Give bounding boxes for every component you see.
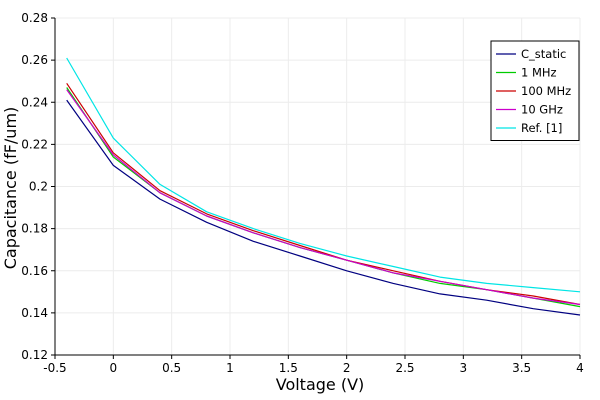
y-tick-label: 0.26 bbox=[21, 53, 48, 67]
y-tick-label: 0.22 bbox=[21, 137, 48, 151]
axes bbox=[51, 17, 581, 359]
x-tick-label: -0.5 bbox=[43, 361, 66, 375]
legend-label-ref-1: Ref. [1] bbox=[521, 121, 562, 135]
y-tick-label: 0.24 bbox=[21, 95, 48, 109]
y-tick-label: 0.18 bbox=[21, 222, 48, 236]
y-tick-label: 0.14 bbox=[21, 306, 48, 320]
series-line-ref-1 bbox=[66, 57, 581, 293]
x-tick-label: 1.5 bbox=[279, 361, 298, 375]
x-tick-label: 0 bbox=[110, 361, 118, 375]
legend-label-100-mhz: 100 MHz bbox=[521, 84, 571, 98]
x-tick-label: 3 bbox=[460, 361, 468, 375]
y-axis-title: Capacitance (fF/um) bbox=[1, 107, 20, 270]
x-axis-title: Voltage (V) bbox=[276, 375, 365, 394]
x-tick-label: 1 bbox=[226, 361, 234, 375]
legend-label-c-static: C_static bbox=[521, 47, 566, 61]
legend-label-10-ghz: 10 GHz bbox=[521, 103, 563, 117]
series-lines bbox=[66, 57, 581, 316]
x-tick-label: 0.5 bbox=[162, 361, 181, 375]
legend: C_static 1 MHz 100 MHz 10 GHz Ref. [1] bbox=[490, 40, 580, 141]
x-tick-label: 4 bbox=[576, 361, 584, 375]
y-tick-label: 0.12 bbox=[21, 348, 48, 362]
series-line-c-static bbox=[66, 99, 581, 316]
x-tick-label: 2.5 bbox=[395, 361, 414, 375]
series-line-10-ghz bbox=[66, 89, 581, 306]
x-tick-label: 2 bbox=[343, 361, 351, 375]
x-tick-label: 3.5 bbox=[512, 361, 531, 375]
legend-label-1-mhz: 1 MHz bbox=[521, 66, 557, 80]
y-tick-label: 0.16 bbox=[21, 264, 48, 278]
tick-labels: -0.5 0 0.5 1 1.5 2 2.5 3 3.5 4 0.12 0.14 0.16 0.18 0.2… bbox=[21, 11, 584, 375]
y-tick-label: 0.28 bbox=[21, 11, 48, 25]
y-tick-label: 0.2 bbox=[29, 180, 48, 194]
